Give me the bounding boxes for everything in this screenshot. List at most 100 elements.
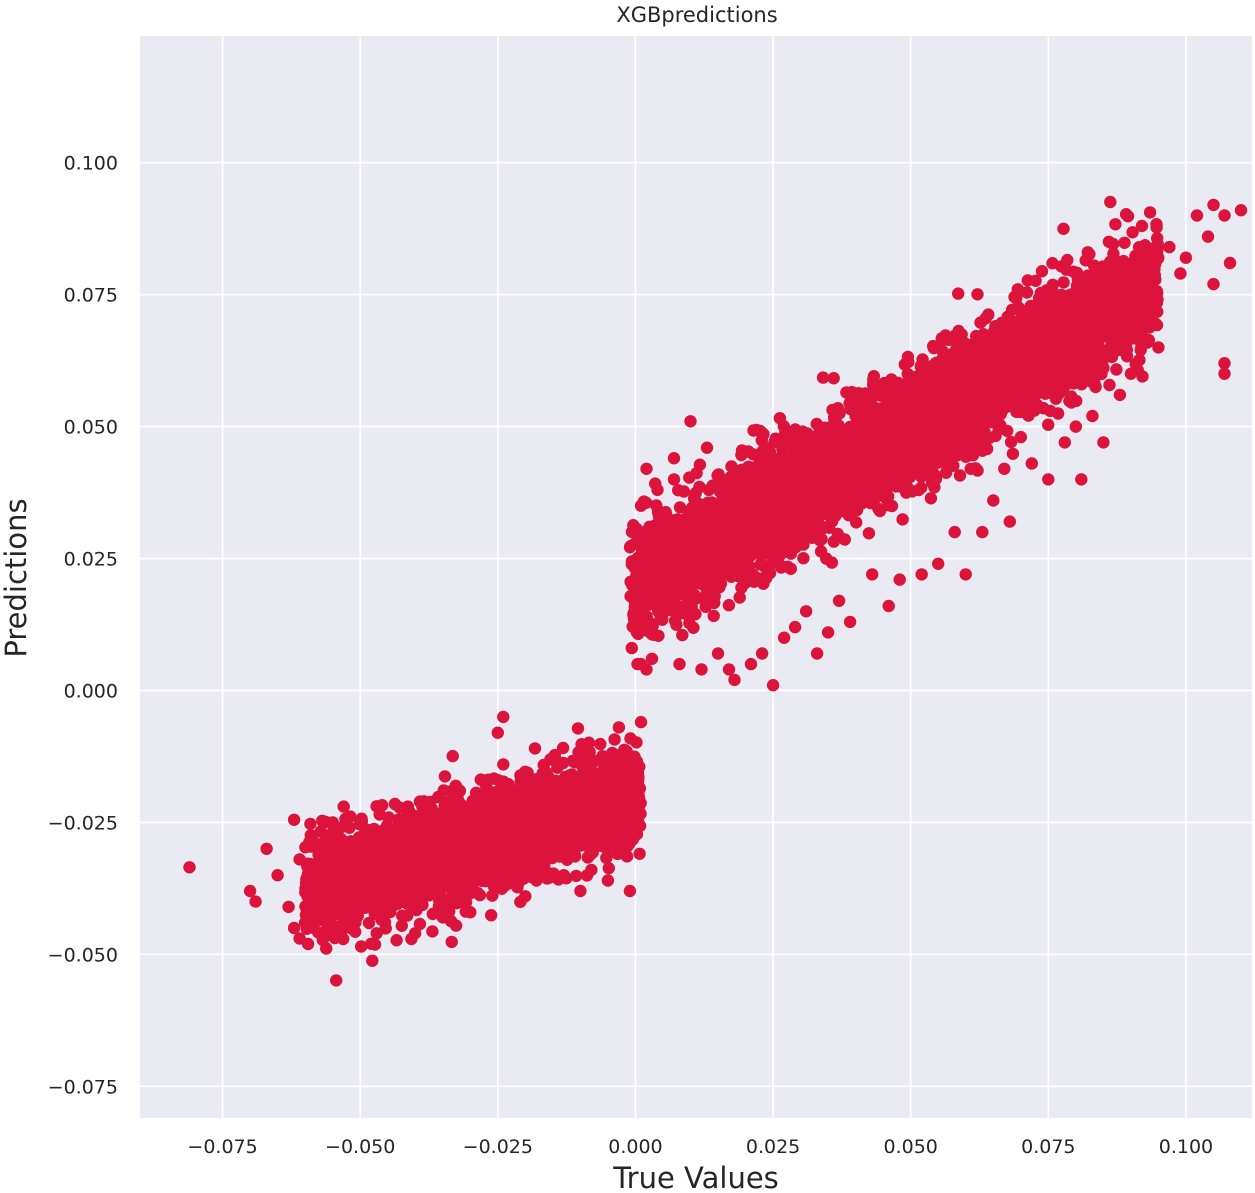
data-point [334, 885, 347, 899]
data-point [614, 748, 627, 761]
data-point [626, 797, 639, 810]
data-point [490, 865, 503, 879]
data-point [537, 859, 550, 872]
data-point [410, 884, 424, 897]
data-point [600, 851, 613, 865]
grid-lines [140, 36, 1252, 1118]
data-point [468, 835, 482, 848]
data-point [518, 872, 531, 885]
data-point [576, 795, 590, 808]
data-point [611, 775, 624, 788]
data-point [386, 880, 400, 894]
data-points [183, 195, 1248, 987]
data-point [426, 925, 439, 938]
data-point [497, 775, 510, 788]
data-point [548, 748, 562, 762]
data-point [405, 871, 418, 884]
data-point [505, 854, 518, 867]
data-point [609, 835, 622, 849]
data-point [519, 856, 532, 869]
data-point [376, 799, 389, 812]
data-point [572, 834, 585, 848]
data-point [391, 863, 405, 877]
data-point [593, 808, 607, 821]
data-point [1006, 447, 1020, 460]
data-point [473, 814, 487, 827]
data-point [722, 599, 736, 612]
data-point [616, 761, 629, 774]
data-point [405, 831, 418, 844]
data-point [365, 847, 378, 860]
data-point [528, 814, 541, 827]
data-point [428, 818, 441, 832]
data-point [568, 850, 582, 863]
data-point [316, 814, 329, 827]
data-point [437, 784, 450, 797]
data-point [485, 909, 498, 922]
data-point [355, 815, 369, 828]
data-point [312, 926, 325, 939]
data-point [486, 889, 499, 902]
data-point [367, 866, 380, 880]
data-point [446, 749, 459, 763]
data-point [469, 848, 482, 861]
data-point [337, 872, 351, 886]
data-point [528, 742, 542, 755]
data-point [594, 737, 607, 751]
data-point [401, 800, 415, 813]
data-point [354, 844, 367, 857]
data-point [417, 795, 430, 808]
data-point [443, 799, 456, 813]
data-point [308, 865, 321, 878]
data-point [548, 778, 561, 791]
data-point [425, 870, 438, 883]
data-point [633, 847, 646, 860]
data-point [501, 838, 514, 851]
data-point [536, 767, 549, 780]
data-point [334, 925, 348, 939]
data-point [555, 805, 569, 818]
data-point [571, 722, 585, 735]
data-point [399, 811, 412, 824]
data-point [445, 935, 458, 949]
data-point [524, 825, 537, 838]
data-point [375, 913, 388, 926]
data-point [971, 288, 984, 301]
data-point [319, 833, 332, 846]
data-point [575, 817, 589, 830]
data-point [608, 733, 621, 746]
data-point [964, 462, 977, 475]
data-point [492, 814, 505, 828]
data-point [390, 892, 403, 905]
data-point [546, 821, 559, 834]
data-point [588, 755, 601, 768]
data-point [521, 766, 534, 779]
data-point [517, 778, 530, 792]
data-point [366, 954, 379, 967]
data-point [602, 862, 615, 875]
data-point [351, 900, 365, 913]
data-point [567, 769, 580, 783]
data-point [570, 869, 583, 883]
data-point [542, 805, 556, 818]
data-point [344, 810, 357, 823]
data-point [862, 527, 876, 540]
data-point [624, 732, 637, 745]
data-point [437, 840, 450, 853]
data-point [343, 821, 356, 834]
data-point [595, 778, 608, 791]
data-point [360, 877, 374, 890]
data-point [426, 885, 439, 898]
data-point [568, 756, 581, 769]
data-point [436, 856, 449, 870]
data-point [551, 761, 564, 774]
data-point [449, 862, 463, 876]
data-point [400, 847, 414, 861]
data-point [454, 818, 467, 832]
data-point [438, 770, 452, 783]
data-point [328, 864, 341, 877]
data-point [390, 934, 403, 947]
data-point [575, 738, 588, 751]
data-point [629, 817, 642, 830]
